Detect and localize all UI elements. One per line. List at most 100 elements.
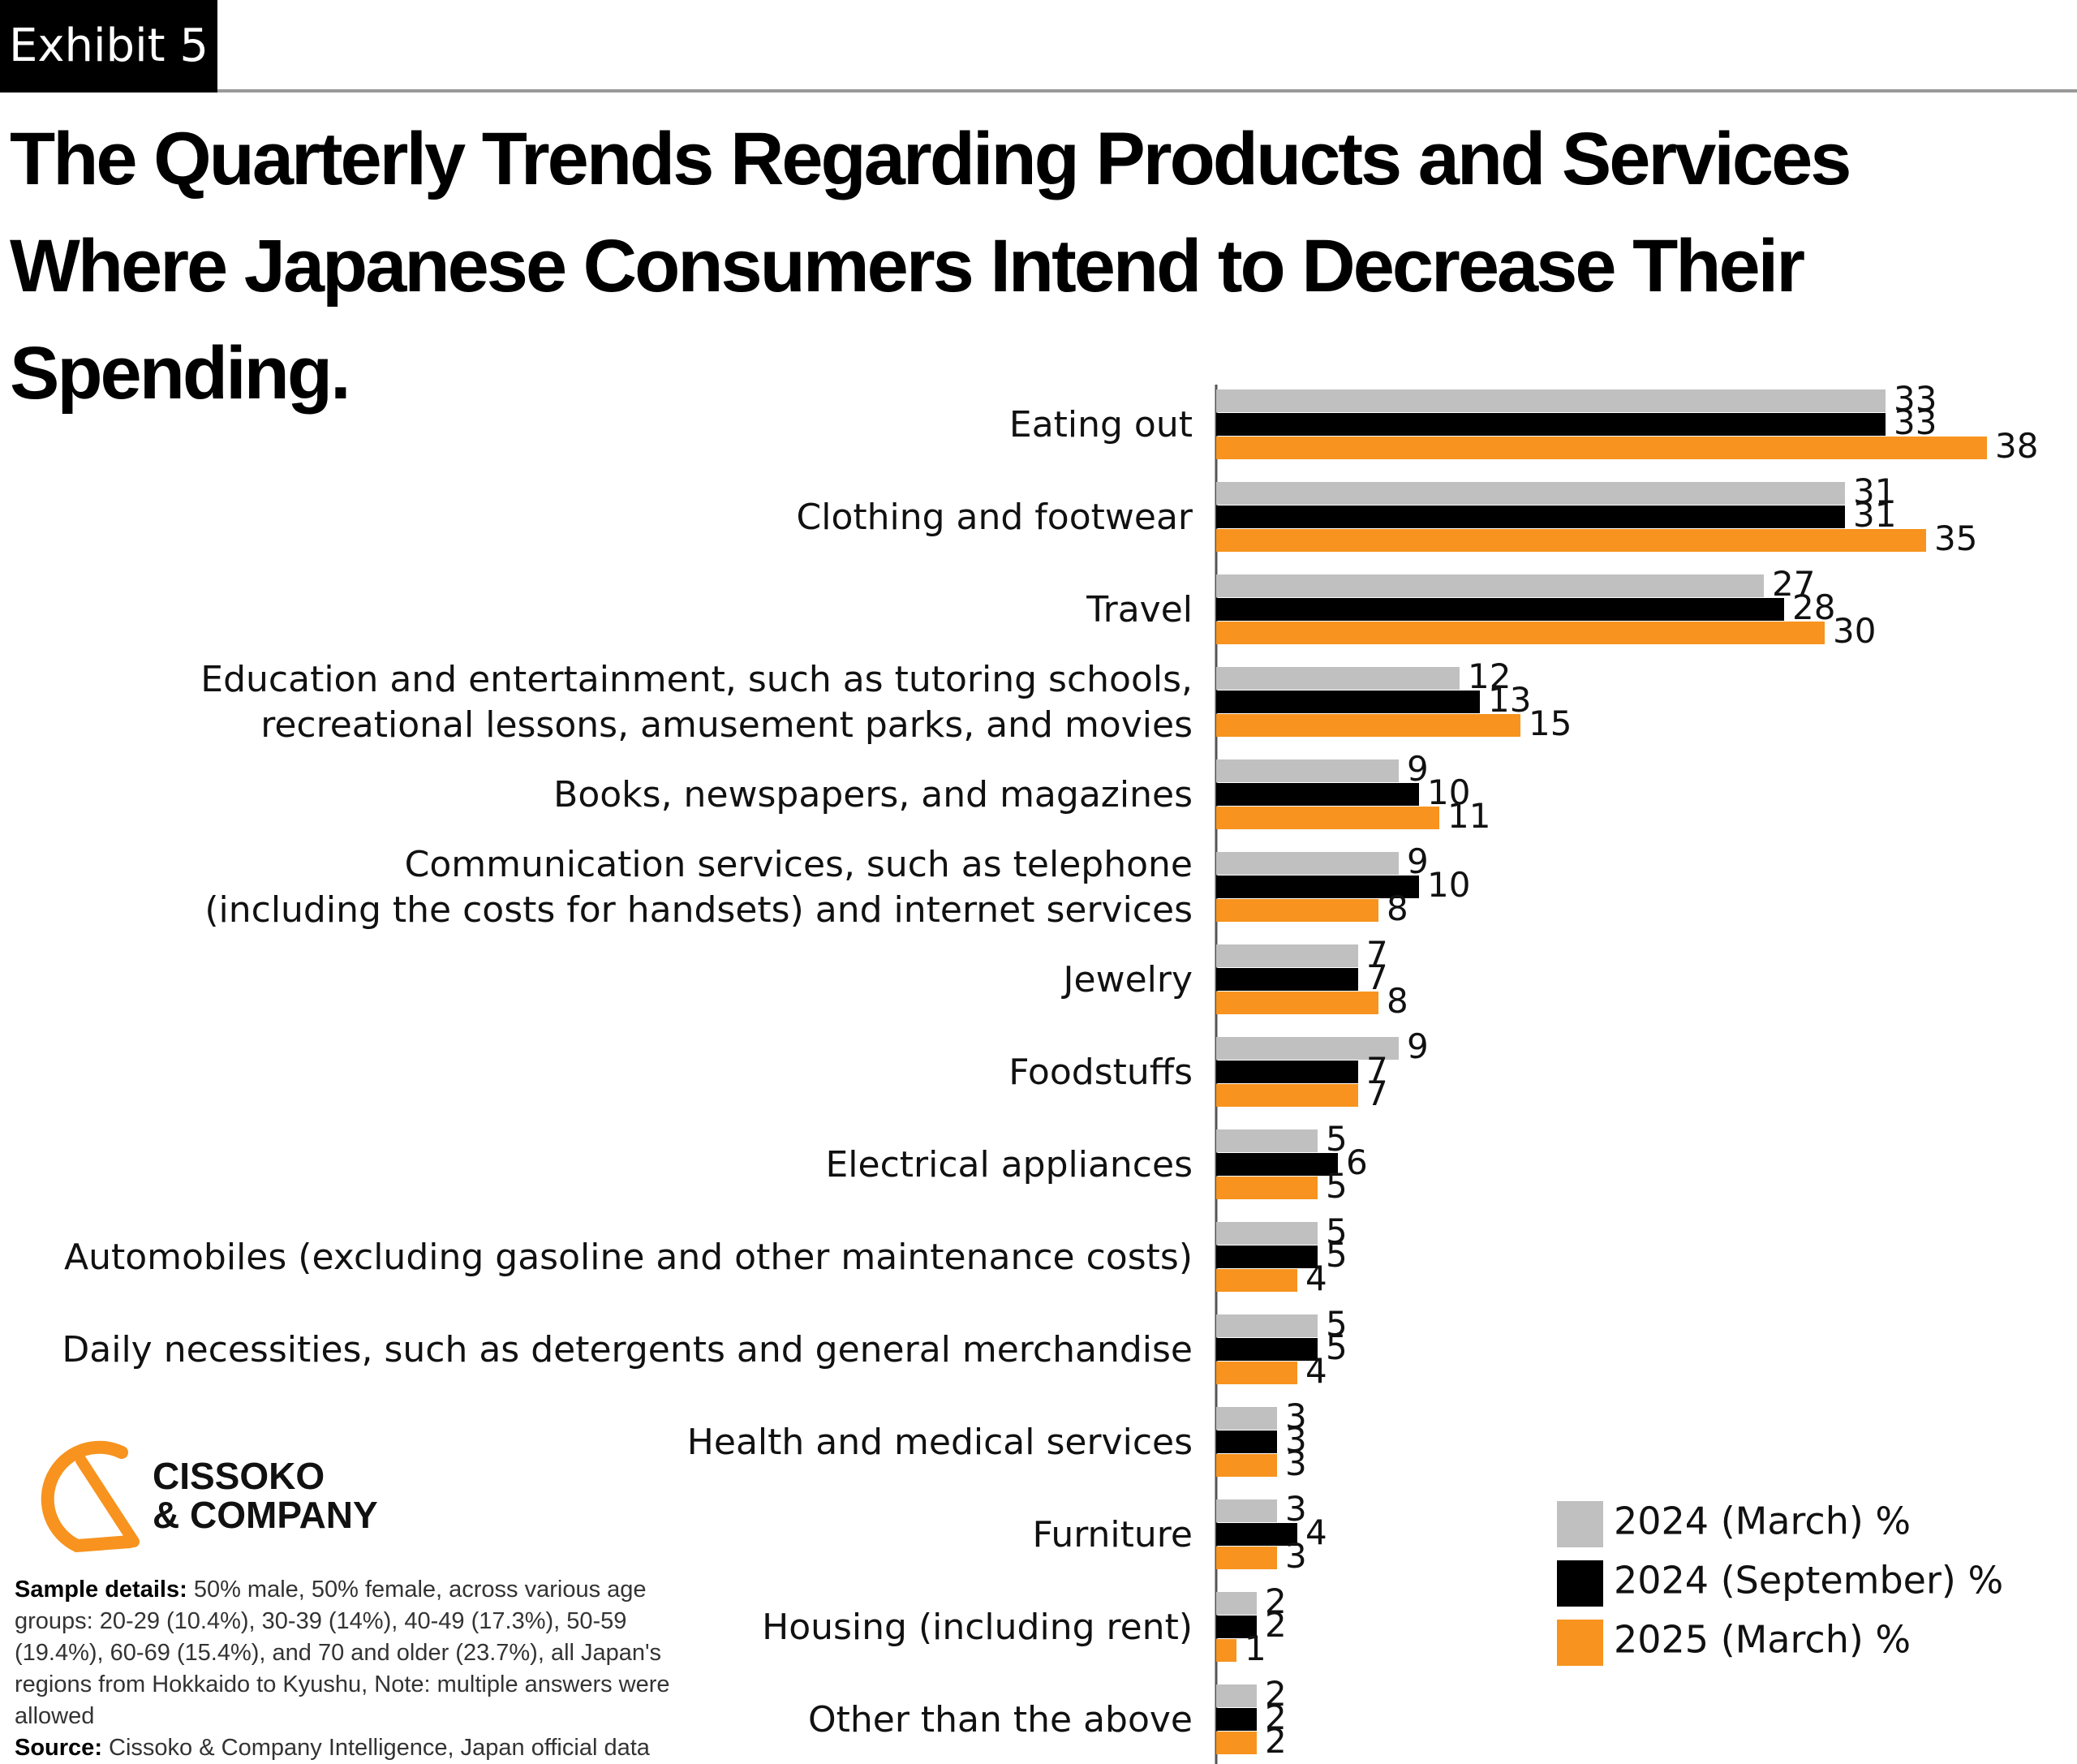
legend-swatch	[1557, 1560, 1603, 1607]
legend-label: 2024 (September) %	[1614, 1559, 2003, 1603]
value-label: 4	[1305, 1351, 1327, 1391]
value-label: 3	[1285, 1420, 1307, 1460]
value-label: 3	[1285, 1536, 1307, 1576]
bar	[1216, 899, 1378, 922]
value-label: 10	[1427, 772, 1470, 812]
value-label: 3	[1285, 1489, 1307, 1529]
bar	[1216, 622, 1825, 644]
bar	[1216, 783, 1419, 806]
category-label: Jewelry	[1063, 958, 1193, 1000]
bar	[1216, 1153, 1338, 1176]
bar	[1216, 598, 1784, 621]
category-label: Clothing and footwear	[796, 496, 1193, 538]
exhibit-label: Exhibit 5	[0, 0, 217, 93]
bar	[1216, 1547, 1277, 1569]
source-label: Source:	[15, 1735, 102, 1761]
value-label: 4	[1305, 1512, 1327, 1552]
value-label: 5	[1326, 1304, 1348, 1344]
value-label: 7	[1366, 1073, 1388, 1113]
value-label: 10	[1427, 865, 1470, 905]
value-label: 8	[1387, 981, 1408, 1021]
bar	[1216, 1732, 1257, 1754]
bar	[1216, 1431, 1277, 1453]
notes: Sample details: 50% male, 50% female, ac…	[15, 1574, 712, 1764]
bar	[1216, 667, 1460, 690]
value-label: 7	[1366, 957, 1388, 997]
bar	[1216, 389, 1886, 412]
value-label: 2	[1265, 1674, 1287, 1714]
bar	[1216, 1314, 1318, 1337]
value-label: 9	[1407, 749, 1429, 789]
category-label: Communication services, such as telephon…	[204, 843, 1193, 931]
value-label: 1	[1245, 1628, 1266, 1668]
bar	[1216, 1222, 1318, 1245]
category-label: Books, newspapers, and magazines	[553, 773, 1193, 815]
notes-label: Sample details:	[15, 1577, 187, 1603]
bar	[1216, 1362, 1297, 1384]
value-label: 33	[1894, 402, 1937, 442]
category-label: Education and entertainment, such as tut…	[200, 658, 1193, 746]
bar	[1216, 714, 1520, 737]
category-label: Furniture	[1032, 1513, 1193, 1555]
value-label: 31	[1853, 471, 1896, 511]
source-text: Cissoko & Company Intelligence, Japan of…	[109, 1735, 650, 1761]
category-label: Health and medical services	[686, 1421, 1193, 1463]
logo-text: CISSOKO	[153, 1455, 325, 1497]
bar	[1216, 413, 1886, 436]
bar	[1216, 992, 1378, 1014]
value-label: 6	[1346, 1142, 1368, 1182]
value-label: 28	[1792, 587, 1835, 627]
bar	[1216, 1338, 1318, 1361]
value-label: 9	[1407, 841, 1429, 881]
bar	[1216, 1708, 1257, 1731]
category-label: Foodstuffs	[1008, 1051, 1193, 1093]
legend-label: 2025 (March) %	[1614, 1618, 1911, 1662]
value-label: 11	[1447, 796, 1490, 836]
value-label: 27	[1772, 564, 1815, 604]
value-label: 9	[1407, 1026, 1429, 1066]
value-label: 5	[1326, 1327, 1348, 1367]
bar	[1216, 1454, 1277, 1477]
value-label: 3	[1285, 1443, 1307, 1483]
bar	[1216, 1246, 1318, 1268]
value-label: 15	[1529, 703, 1572, 743]
legend-swatch	[1557, 1501, 1603, 1547]
bar	[1216, 852, 1399, 875]
logo-text: & COMPANY	[153, 1494, 378, 1536]
value-label: 5	[1326, 1119, 1348, 1159]
legend-label: 2024 (March) %	[1614, 1499, 1911, 1543]
bar	[1216, 529, 1926, 552]
value-label: 12	[1468, 656, 1511, 696]
category-label: Other than the above	[807, 1698, 1193, 1740]
bar	[1216, 1523, 1297, 1546]
value-label: 4	[1305, 1258, 1327, 1298]
bar	[1216, 944, 1358, 967]
value-label: 5	[1326, 1211, 1348, 1251]
header-rule	[217, 89, 2077, 93]
value-label: 2	[1265, 1721, 1287, 1761]
value-label: 5	[1326, 1166, 1348, 1206]
bar	[1216, 437, 1987, 459]
value-label: 13	[1488, 680, 1531, 720]
bar	[1216, 574, 1764, 597]
value-label: 5	[1326, 1235, 1348, 1275]
value-label: 8	[1387, 888, 1408, 928]
category-label: Daily necessities, such as detergents an…	[62, 1328, 1193, 1370]
bar	[1216, 1269, 1297, 1292]
bar	[1216, 1129, 1318, 1152]
bar	[1216, 759, 1399, 782]
value-label: 7	[1366, 934, 1388, 974]
bar	[1216, 1177, 1318, 1199]
bar	[1216, 807, 1439, 829]
notes-text: 50% male, 50% female, across various age…	[15, 1577, 670, 1729]
value-label: 2	[1265, 1697, 1287, 1737]
category-label: Eating out	[1008, 403, 1193, 445]
bar	[1216, 876, 1419, 898]
category-label: Electrical appliances	[825, 1143, 1193, 1185]
bar	[1216, 1037, 1399, 1060]
logo-mark	[41, 1440, 140, 1553]
chart-title: The Quarterly Trends Regarding Products …	[10, 118, 1851, 415]
bar	[1216, 1592, 1257, 1615]
